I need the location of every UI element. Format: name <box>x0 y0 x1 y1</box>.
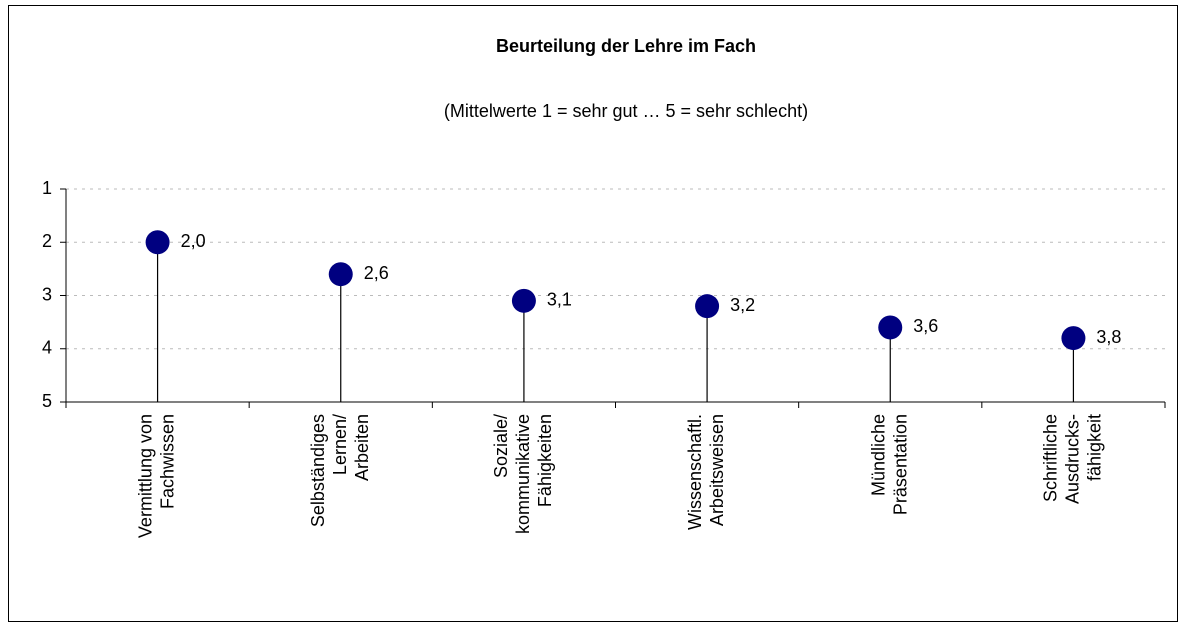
dot <box>1061 326 1086 351</box>
dot <box>145 230 170 255</box>
x-tick-label: Wissenschaftl. Arbeitsweisen <box>685 414 727 530</box>
value-label: 3,1 <box>547 290 572 310</box>
y-tick-label: 2 <box>42 231 52 251</box>
chart-title: Beurteilung der Lehre im Fach <box>496 36 756 56</box>
dot <box>511 288 536 313</box>
y-tick-label: 1 <box>42 178 52 198</box>
dot <box>695 294 720 319</box>
chart-border <box>8 5 1178 622</box>
x-tick-label: Vermittlung von Fachwissen <box>135 414 177 538</box>
value-label: 3,6 <box>913 316 938 336</box>
value-label: 2,0 <box>181 231 206 251</box>
x-tick-label: Soziale/kommunikative Fähigkeiten <box>491 414 555 534</box>
dot <box>328 262 353 287</box>
y-tick-label: 4 <box>42 338 52 358</box>
value-label: 3,2 <box>730 295 755 315</box>
value-label: 3,8 <box>1096 327 1121 347</box>
chart-subtitle: (Mittelwerte 1 = sehr gut … 5 = sehr sch… <box>444 101 808 121</box>
x-tick-label: Selbständiges Lernen/Arbeiten <box>308 414 372 527</box>
dot <box>878 315 903 340</box>
value-label: 2,6 <box>364 263 389 283</box>
x-tick-label: Mündliche Präsentation <box>868 414 910 515</box>
x-tick-label: Schriftliche Ausdrucks-fähigkeit <box>1040 414 1104 504</box>
y-tick-label: 3 <box>42 284 52 304</box>
y-tick-label: 5 <box>42 391 52 411</box>
